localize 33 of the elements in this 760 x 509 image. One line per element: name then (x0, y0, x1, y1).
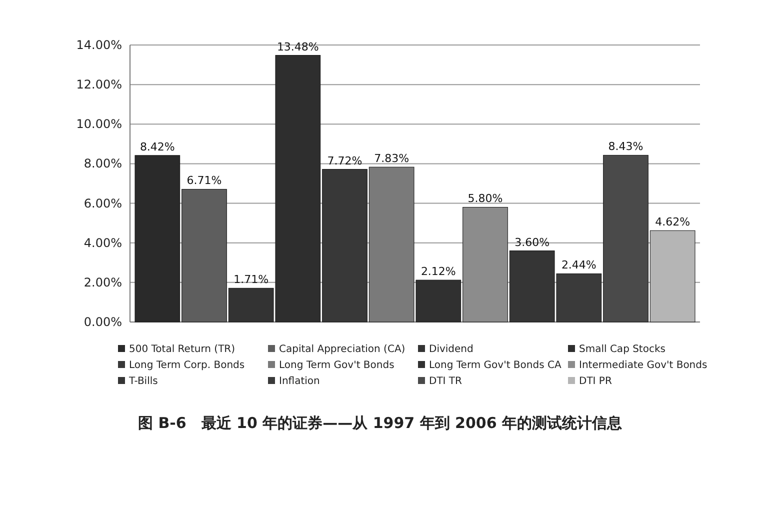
y-tick-label: 0.00% (84, 315, 122, 329)
legend-label: Intermediate Gov't Bonds (579, 360, 708, 371)
legend-label: Long Term Gov't Bonds (279, 360, 394, 371)
y-tick-label: 8.00% (84, 156, 122, 171)
data-label: 8.42% (140, 140, 175, 154)
legend-label: DTI PR (579, 376, 612, 387)
legend-label: 500 Total Return (TR) (129, 344, 236, 355)
data-label: 6.71% (186, 174, 222, 188)
legend-label: Long Term Gov't Bonds CA (429, 360, 562, 371)
data-label: 4.62% (655, 216, 690, 229)
y-tick-label: 4.00% (84, 236, 122, 250)
y-tick-label: 2.00% (84, 275, 122, 290)
y-tick-label: 6.00% (84, 196, 122, 210)
data-label: 3.60% (514, 236, 550, 249)
data-label: 1.71% (234, 273, 269, 286)
legend-label: Dividend (429, 344, 474, 355)
legend-label: DTI TR (429, 376, 462, 387)
data-label: 2.44% (561, 258, 596, 272)
data-label: 7.72% (327, 154, 362, 168)
data-label: 13.48% (276, 40, 319, 54)
data-label: 7.83% (374, 152, 410, 166)
data-label: 8.43% (608, 140, 644, 154)
data-label: 2.12% (420, 265, 456, 278)
text: 图 B-6 最近 10 年的证券——从 1997 年到 2006 年的测试统计信息 (138, 414, 624, 432)
y-tick-label: 10.00% (76, 117, 122, 132)
legend-label: T-Bills (128, 376, 158, 387)
y-tick-label: 14.00% (76, 38, 122, 52)
legend-label: Capital Appreciation (CA) (279, 344, 406, 355)
y-tick-label: 12.00% (76, 78, 122, 92)
legend-label: Long Term Corp. Bonds (129, 360, 245, 371)
legend-label: Inflation (279, 376, 320, 387)
legend-label: Small Cap Stocks (579, 344, 666, 355)
data-label: 5.80% (468, 192, 503, 206)
